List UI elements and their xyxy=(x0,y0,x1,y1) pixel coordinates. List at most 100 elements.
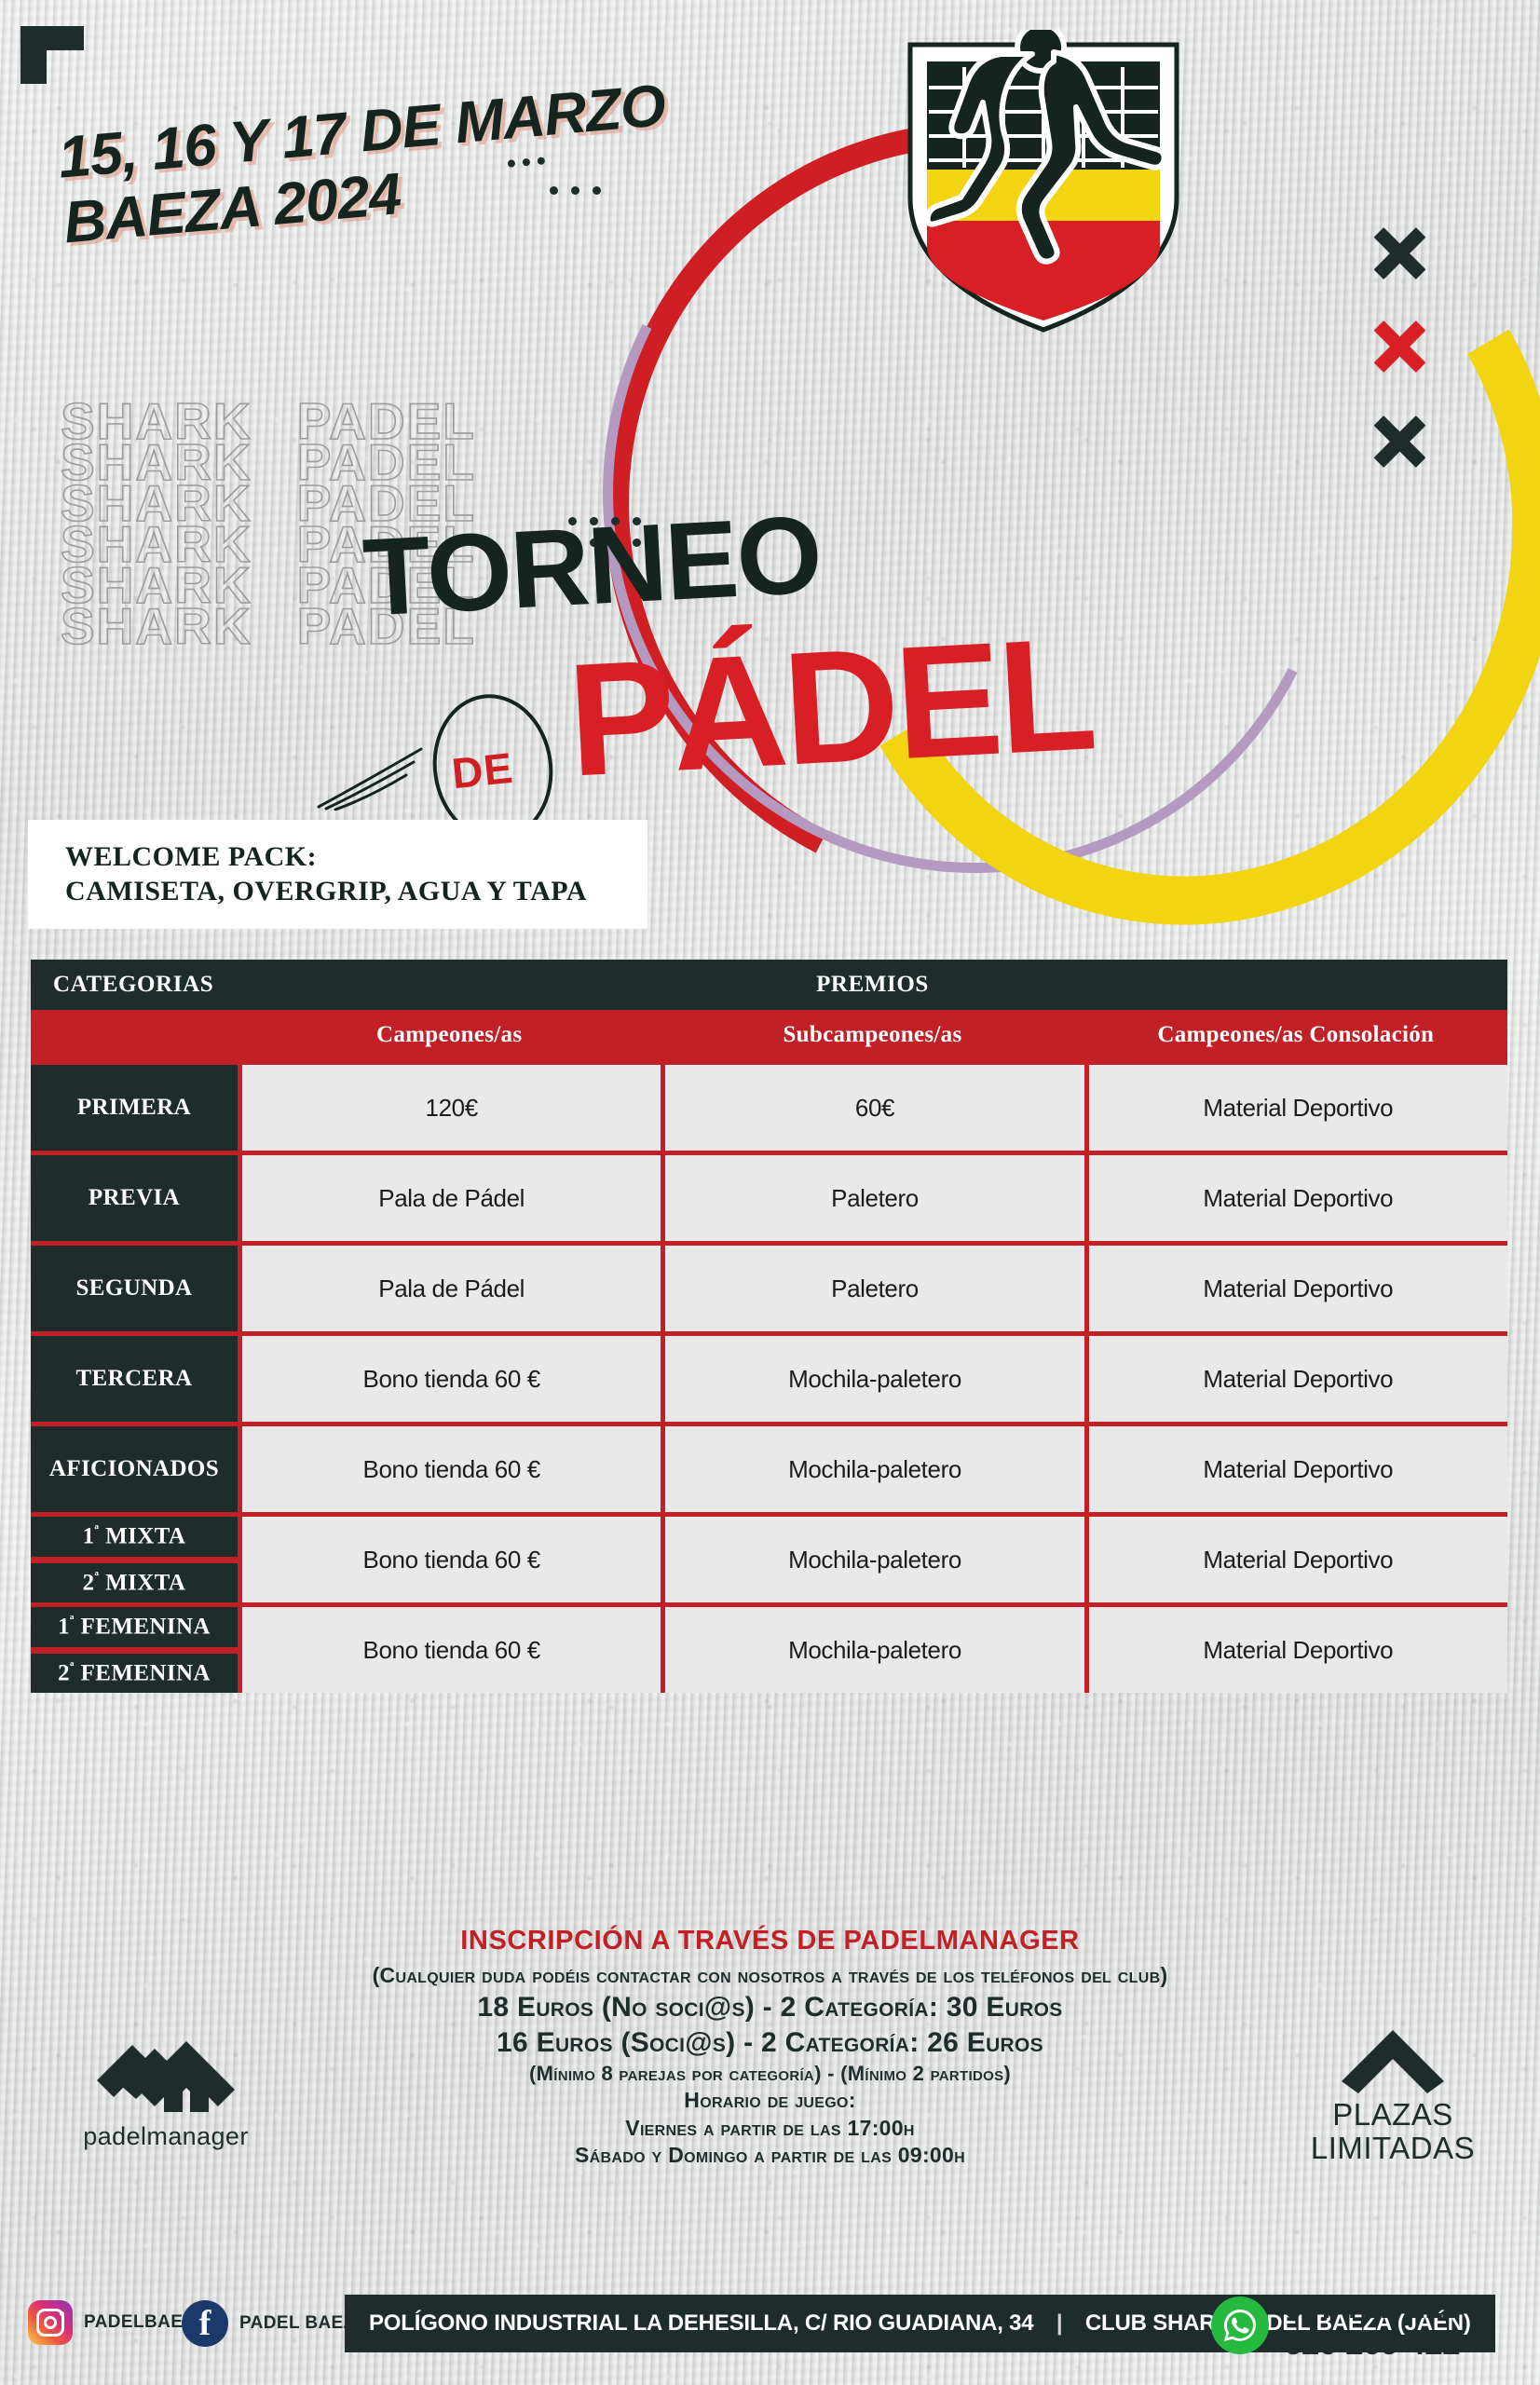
category-cell: 1ª FEMENINA 2ª FEMENINA xyxy=(31,1607,238,1693)
padelmanager-logo: padelmanager xyxy=(54,2026,278,2151)
brand-word-padel: PADEL xyxy=(296,556,476,614)
phone-1[interactable]: 677 722 211 xyxy=(1284,2289,1459,2325)
shark-shield-icon xyxy=(899,21,1188,337)
brand-word-padel: PADEL xyxy=(296,597,476,655)
instagram-icon[interactable] xyxy=(28,2300,73,2345)
prize-value: 120€ xyxy=(425,1093,479,1122)
prize-value: Material Deportivo xyxy=(1203,1183,1394,1212)
prize-value: Mochila-paletero xyxy=(788,1364,961,1393)
prize-value: Paletero xyxy=(831,1274,919,1302)
club-name: CLUB SHARK PADEL BAEZA (JAÉN) xyxy=(1084,2310,1471,2336)
brand-outline-row: SHARK PADEL xyxy=(60,556,476,614)
welcome-pack-title: WELCOME PACK: xyxy=(65,841,318,872)
prize-cell-2: Material Deportivo xyxy=(1088,1607,1507,1693)
category-sub-cell: SEGUNDA xyxy=(31,1246,238,1331)
category-label: TERCERA xyxy=(75,1366,193,1391)
instagram-handle: PADELBAEZA xyxy=(84,2312,208,2332)
facebook-icon[interactable]: f xyxy=(182,2300,228,2347)
x-mark-red-icon xyxy=(1370,317,1429,376)
brand-word-padel: PADEL xyxy=(296,392,476,450)
prize-value: 60€ xyxy=(854,1093,895,1122)
whatsapp-icon[interactable] xyxy=(1211,2296,1269,2355)
welcome-pack-box: WELCOME PACK: CAMISETA, OVERGRIP, AGUA Y… xyxy=(28,820,647,930)
prize-cell-0: 120€ xyxy=(242,1065,661,1151)
category-label: 1ª FEMENINA xyxy=(58,1614,211,1640)
prize-value: Material Deportivo xyxy=(1203,1093,1394,1122)
prize-cell-1: Mochila-paletero xyxy=(665,1336,1084,1422)
category-label: 1ª MIXTA xyxy=(82,1523,186,1549)
brand-outline-row: SHARK PADEL xyxy=(60,518,476,571)
address-value: POLÍGONO INDUSTRIAL LA DEHESILLA, C/ RIO… xyxy=(369,2310,1034,2336)
prize-value: Material Deportivo xyxy=(1203,1635,1394,1664)
prize-value: Paletero xyxy=(831,1183,919,1212)
prize-cell-0: Pala de Pádel xyxy=(242,1155,661,1241)
table-column-header-label: Campeones/as Consolación xyxy=(1157,1022,1435,1047)
table-column-header-0: Campeones/as xyxy=(238,1022,661,1048)
prize-value: Material Deportivo xyxy=(1203,1454,1394,1483)
table-row: TERCERA Bono tienda 60 € Mochila-paletero M… xyxy=(31,1336,1507,1422)
table-body: PRIMERA 120€ 60€ Material Deportivo PREVIA Pa… xyxy=(31,1060,1507,1693)
prize-cell-0: Pala de Pádel xyxy=(242,1246,661,1331)
prize-cell-0: Bono tienda 60 € xyxy=(242,1607,661,1693)
address-separator: | xyxy=(1056,2310,1063,2336)
category-cell: TERCERA xyxy=(31,1336,238,1422)
brand-outline-row: SHARK PADEL xyxy=(60,433,476,491)
corner-bracket-icon xyxy=(20,26,84,84)
category-sub-cell: PREVIA xyxy=(31,1155,238,1241)
info-contact-note: (Cualquier duda podéis contactar con nos… xyxy=(372,1963,1168,1988)
info-price-non-member: 18 Euros (No soci@s) - 2 Categoría: 30 E… xyxy=(477,1991,1063,2023)
prize-cell-1: Mochila-paletero xyxy=(665,1607,1084,1693)
brand-word-shark: SHARK xyxy=(60,597,252,655)
prize-cell-2: Material Deportivo xyxy=(1088,1065,1507,1151)
plazas-line-2: LIMITADAS xyxy=(1310,2131,1476,2166)
table-row: 1ª FEMENINA 2ª FEMENINA Bono tienda 60 € Mo… xyxy=(31,1607,1507,1693)
category-sub-cell: TERCERA xyxy=(31,1336,238,1422)
registration-info-block: INSCRIPCIÓN A TRAVÉS DE PADELMANAGER (Cu… xyxy=(0,1924,1540,2170)
instagram-link[interactable]: PADELBAEZA xyxy=(28,2300,207,2345)
prize-value: Bono tienda 60 € xyxy=(362,1635,541,1664)
logo-subject-padel: PÁDEL xyxy=(564,604,1097,811)
table-row: PREVIA Pala de Pádel Paletero Material Depo… xyxy=(31,1155,1507,1241)
info-title: INSCRIPCIÓN A TRAVÉS DE PADELMANAGER xyxy=(460,1926,1080,1956)
brand-word-shark: SHARK xyxy=(60,433,252,491)
info-schedule-title: Horario de juego: xyxy=(684,2088,856,2113)
category-cell: 1ª MIXTA 2ª MIXTA xyxy=(31,1517,238,1602)
tournament-logo-area: TORNEO DE PÁDEL xyxy=(317,9,1540,1003)
prize-value: Mochila-paletero xyxy=(788,1545,961,1574)
prize-value: Pala de Pádel xyxy=(378,1274,525,1302)
prize-cell-2: Material Deportivo xyxy=(1088,1155,1507,1241)
padelmanager-mark-icon xyxy=(97,2041,235,2112)
table-subheader-row: Campeones/as Subcampeones/as Campeones/as … xyxy=(31,1010,1507,1060)
phone-contact-block[interactable]: 677 722 211 620 209 422 xyxy=(1211,2289,1461,2363)
prize-value: Pala de Pádel xyxy=(378,1183,525,1212)
brand-outline-row: SHARK PADEL xyxy=(60,392,476,450)
table-row: SEGUNDA Pala de Pádel Paletero Material Dep… xyxy=(31,1246,1507,1331)
facebook-link[interactable]: f PADEL BAEZA xyxy=(182,2300,368,2347)
prize-value: Material Deportivo xyxy=(1203,1274,1394,1302)
category-sub-cell: PRIMERA xyxy=(31,1065,238,1151)
brand-outline-stack: SHARK PADEL SHARK PADEL SHARK PADEL SHARK PADEL… xyxy=(60,392,476,655)
info-schedule-weekend: Sábado y Domingo a partir de las 09:00h xyxy=(575,2143,965,2168)
prize-cell-2: Material Deportivo xyxy=(1088,1246,1507,1331)
prize-value: Bono tienda 60 € xyxy=(362,1545,541,1574)
footer-bar: PADELBAEZA f PADEL BAEZA POLÍGONO INDUST… xyxy=(0,2287,1540,2385)
logo-connector-de: DE xyxy=(449,743,516,798)
swoosh-decoration xyxy=(317,747,423,811)
category-label: AFICIONADOS xyxy=(48,1456,220,1481)
x-mark-dark-icon-2 xyxy=(1370,412,1429,471)
brand-word-shark: SHARK xyxy=(60,392,252,450)
category-sub-cell: 2ª MIXTA xyxy=(31,1562,238,1602)
prize-value: Material Deportivo xyxy=(1203,1364,1394,1393)
category-sub-cell: 2ª FEMENINA xyxy=(31,1653,238,1693)
category-cell: PRIMERA xyxy=(31,1065,238,1151)
category-divider xyxy=(31,1556,238,1563)
phone-2[interactable]: 620 209 422 xyxy=(1284,2325,1461,2363)
chevron-up-icon xyxy=(1342,2030,1444,2093)
prize-cell-1: Paletero xyxy=(665,1155,1084,1241)
welcome-pack-items: CAMISETA, OVERGRIP, AGUA Y TAPA xyxy=(65,875,588,906)
table-row: AFICIONADOS Bono tienda 60 € Mochila-palet… xyxy=(31,1426,1507,1512)
dots-grid-mid xyxy=(568,517,641,547)
table-column-header-label: Subcampeones/as xyxy=(783,1022,962,1047)
table-header-prizes: PREMIOS xyxy=(816,972,929,997)
table-column-header-label: Campeones/as xyxy=(375,1022,523,1047)
